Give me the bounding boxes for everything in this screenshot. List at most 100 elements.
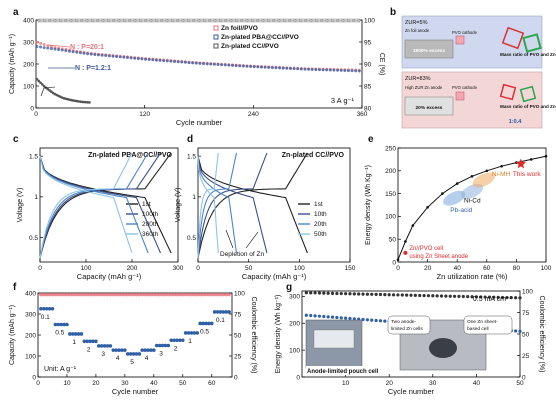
y-tick-label: 150: [385, 191, 396, 198]
capacity-point-1: [231, 63, 235, 67]
capacity-point: [94, 339, 98, 344]
ce-point: [133, 18, 137, 23]
x-tick-label: 80: [513, 265, 521, 272]
x-tick-label: 30: [121, 380, 129, 387]
ce-point: [387, 293, 391, 297]
ce-point: [96, 18, 100, 23]
y-tick-label: 200: [385, 168, 396, 175]
ce-point: [439, 294, 444, 298]
legend-entry: 100th: [142, 211, 159, 218]
ce-point: [344, 292, 348, 296]
capacity-point-1: [299, 67, 303, 71]
y-tick-label: 0: [32, 374, 36, 381]
capacity-point-1: [285, 66, 289, 70]
capacity-point: [137, 352, 142, 356]
ce-point: [405, 293, 409, 297]
capacity-point-cc: [50, 90, 53, 94]
ce-point: [58, 18, 62, 23]
capacity-point: [207, 321, 211, 326]
rate-step-label: 0.5: [55, 330, 64, 337]
y-tick-label: 1: [192, 194, 196, 201]
discharge-curve-50th: [197, 156, 219, 254]
y2-tick-label: 0: [522, 374, 526, 381]
unit-label: Unit: A g⁻¹: [44, 366, 77, 373]
capacity-point: [123, 348, 127, 352]
energy-point: [500, 164, 503, 168]
annotation-arrow: [225, 229, 234, 249]
x-tick-label: 20: [424, 265, 432, 272]
ce-point: [218, 292, 223, 297]
discharge-curve-20th: [197, 156, 238, 254]
energy-point: [339, 316, 343, 320]
ce-point: [186, 292, 191, 297]
capacity-point-1: [238, 64, 242, 68]
ce-point: [431, 294, 435, 298]
ce-point: [313, 291, 317, 295]
ce-point: [91, 292, 95, 297]
bubble-text: One Zn sheet-: [467, 319, 498, 325]
ce-point: [166, 292, 170, 297]
ce-point: [396, 293, 400, 297]
ce-point: [122, 18, 126, 23]
ce-point: [143, 292, 147, 297]
ce-point: [261, 18, 265, 23]
energy-point: [309, 313, 313, 318]
x-tick-label: 150: [345, 265, 356, 272]
ce-point: [483, 295, 487, 299]
x-tick-label: 240: [248, 111, 259, 118]
ce-point: [277, 18, 281, 23]
scheme-excess: 1800% excess: [413, 48, 446, 54]
y-tick-label: 50: [389, 237, 397, 244]
panel-e: 0 20 40 60 80 100 0 50 100 150 200 250 Zn utilizatio…: [365, 145, 552, 281]
capacity-point: [50, 306, 55, 311]
ce-point: [370, 292, 374, 296]
capacity-point-1: [202, 62, 206, 66]
rate-step-label: 4: [116, 355, 120, 362]
x-tick-label: 0: [396, 265, 400, 272]
panel-label-f: f: [13, 282, 17, 293]
ce-point: [170, 18, 174, 23]
ce-point: [53, 18, 57, 23]
ce-point: [114, 292, 118, 297]
capacity-point: [221, 310, 226, 314]
capacity-point: [120, 348, 124, 352]
legend-entry: 200th: [142, 221, 159, 228]
panel-b: ZUR=5% Zn foil anode PVO cathode 1800% exce…: [401, 15, 556, 129]
ce-point: [518, 296, 522, 300]
capacity-point: [47, 306, 52, 311]
capacity-point: [140, 348, 145, 352]
capacity-point-1: [357, 69, 361, 73]
capacity-point-1: [332, 68, 336, 72]
low-point: [403, 250, 408, 255]
y2-tick-label: 95: [364, 39, 372, 46]
capacity-point: [68, 332, 72, 336]
rate-step-label: 0.1: [216, 317, 225, 324]
ce-point: [336, 18, 340, 23]
capacity-point-1: [216, 62, 220, 66]
capacity-point-1: [111, 54, 115, 58]
ce-point: [309, 291, 313, 295]
inset-label-bg: [306, 366, 372, 375]
charge-curve-50th: [197, 152, 219, 258]
annotation-arrow: [245, 231, 259, 249]
y2-tick-label: 100: [522, 288, 533, 295]
y-tick-label: 400: [23, 17, 34, 24]
capacity-point-1: [107, 54, 111, 58]
rate-step-label: 0.5: [200, 328, 209, 335]
ce-point: [181, 18, 185, 23]
capacity-point-1: [339, 68, 343, 72]
capacity-point-1: [343, 68, 347, 72]
capacity-point-cc: [48, 89, 51, 92]
ce-point: [213, 18, 217, 23]
ce-point: [282, 18, 286, 23]
capacity-point-cc: [39, 81, 42, 84]
ce-point: [195, 292, 199, 297]
ce-point: [361, 292, 365, 296]
y-tick-label: 0: [296, 374, 300, 381]
pouch-cell-image: [313, 329, 355, 349]
capacity-point-cc: [42, 84, 46, 88]
capacity-point-1: [93, 53, 97, 57]
capacity-point: [154, 343, 159, 348]
capacity-point: [73, 332, 78, 336]
